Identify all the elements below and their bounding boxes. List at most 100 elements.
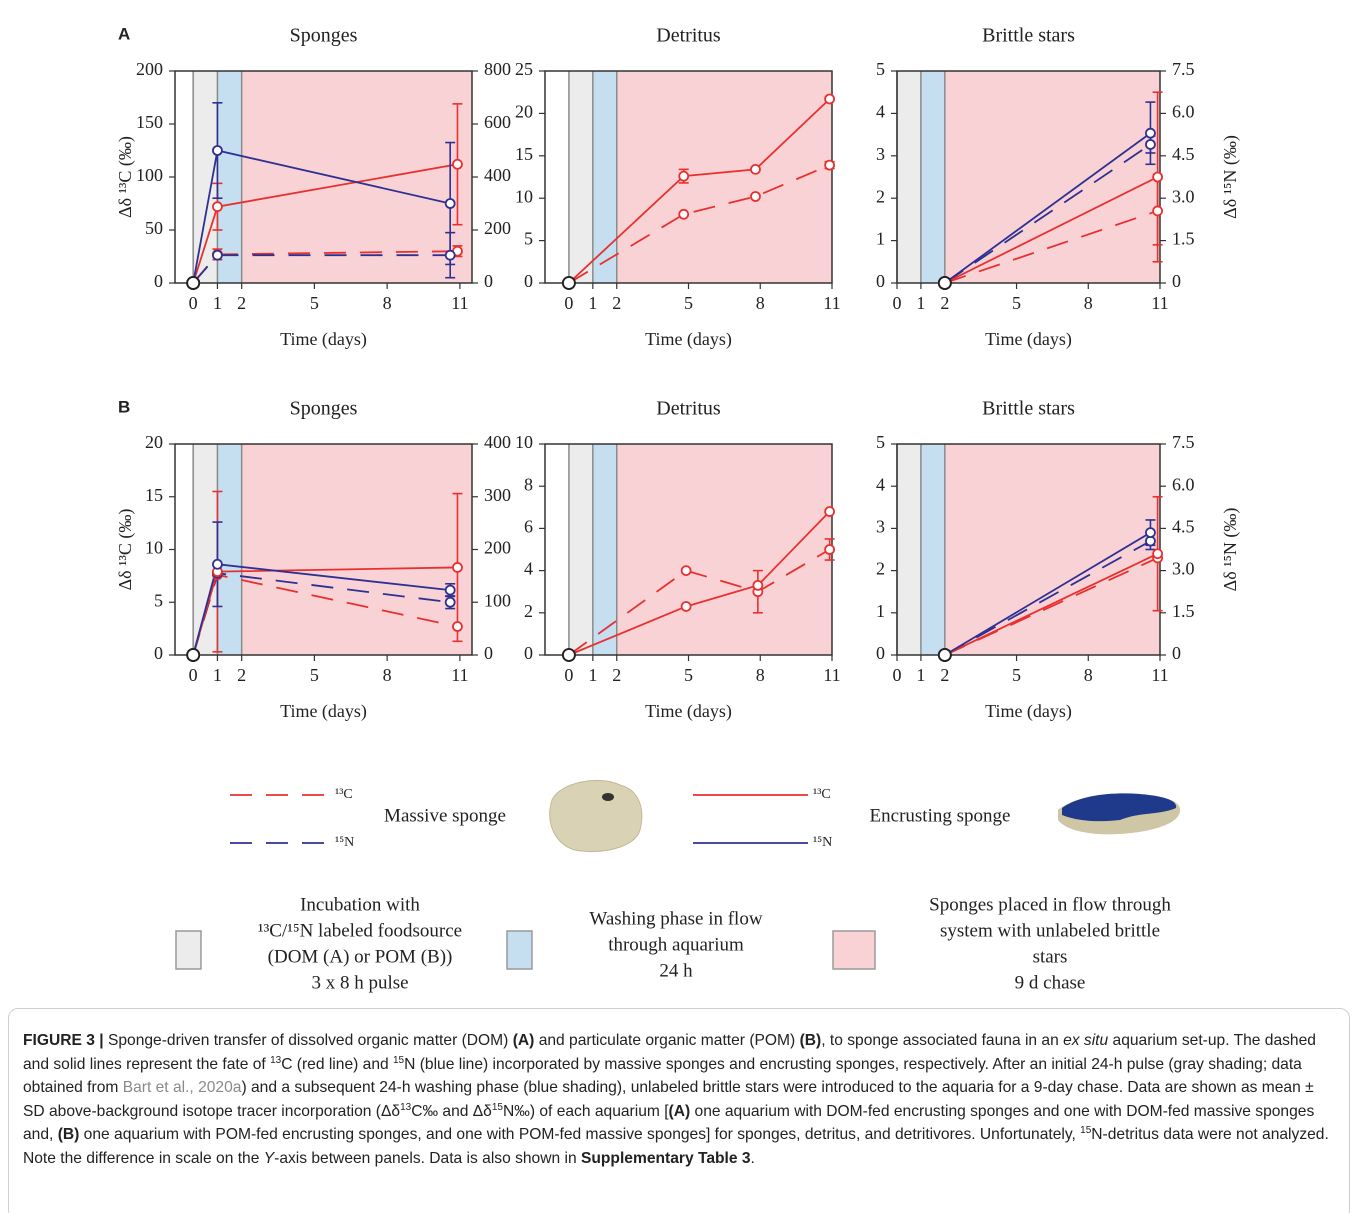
y-tick-label: 5 — [154, 590, 163, 610]
caption-segment: (A) — [668, 1102, 691, 1120]
y2-tick-label: 300 — [484, 485, 511, 505]
caption-segment: 13 — [400, 1101, 412, 1113]
x-tick-label: 0 — [564, 293, 573, 313]
y-tick-label: 1 — [876, 229, 885, 249]
x-tick-label: 0 — [564, 665, 573, 685]
y-tick-label: 10 — [515, 432, 533, 452]
phase-shading — [592, 444, 617, 655]
y2-tick-label: 400 — [484, 165, 511, 185]
legend-group-label: Massive sponge — [384, 805, 506, 826]
phase-legend-swatch — [175, 930, 202, 970]
data-point — [212, 145, 223, 156]
y2-tick-label: 0 — [484, 643, 493, 663]
x-tick-label: 2 — [237, 665, 246, 685]
y-axis-label: Δδ ¹³C (‰) — [115, 136, 136, 218]
caption-segment: ex situ — [1063, 1032, 1109, 1049]
data-point — [1152, 548, 1164, 560]
y2-tick-label: 800 — [484, 59, 511, 79]
phase-shading — [616, 444, 832, 655]
y-tick-label: 0 — [876, 271, 885, 291]
x-tick-label: 8 — [756, 293, 765, 313]
y-tick-label: 100 — [136, 165, 163, 185]
caption-segment: . — [750, 1149, 755, 1167]
encrusting-sponge-icon — [1062, 793, 1177, 822]
caption-segment[interactable]: Bart et al., 2020a — [122, 1079, 242, 1097]
y-tick-label: 5 — [876, 432, 885, 452]
x-tick-label: 8 — [1084, 293, 1093, 313]
data-point — [1145, 527, 1156, 539]
y2-tick-label: 7.5 — [1172, 432, 1195, 452]
series-line — [568, 98, 831, 284]
y-tick-label: 10 — [515, 186, 533, 206]
y-tick-label: 6 — [524, 517, 533, 537]
phase-shading — [193, 444, 218, 655]
phase-legend-text: stars — [1033, 946, 1068, 967]
chart-title: Detritus — [656, 25, 721, 47]
y-tick-label: 0 — [524, 643, 533, 663]
y2-tick-label: 0 — [1172, 643, 1181, 663]
y-tick-label: 20 — [515, 102, 533, 122]
x-tick-label: 0 — [893, 293, 902, 313]
caption-segment: (A) — [512, 1032, 535, 1049]
caption-segment: 15 — [393, 1054, 405, 1066]
phase-legend-text: system with unlabeled brittle — [940, 920, 1160, 941]
y-tick-label: 4 — [876, 102, 885, 122]
caption-segment: C‰ and Δδ — [411, 1102, 492, 1120]
phase-shading — [241, 444, 472, 655]
chart-title: Brittle stars — [982, 25, 1075, 47]
x-tick-label: 2 — [612, 665, 621, 685]
data-point — [212, 249, 223, 261]
massive-sponge-osculum — [602, 793, 614, 801]
data-point — [1152, 171, 1164, 183]
y2-tick-label: 0 — [484, 271, 493, 291]
data-point — [680, 601, 692, 612]
x-tick-label: 2 — [940, 293, 949, 313]
legend-entry: ¹⁵N — [335, 835, 354, 850]
y2-tick-label: 4.5 — [1172, 517, 1195, 537]
series-line — [944, 176, 1159, 284]
series-line — [944, 540, 1151, 656]
phase-shading — [897, 71, 921, 283]
x-tick-label: 11 — [1151, 665, 1168, 685]
y-tick-label: 2 — [524, 601, 533, 621]
phase-legend-swatch — [832, 930, 876, 970]
x-tick-label: 1 — [916, 665, 925, 685]
data-point — [824, 506, 836, 517]
sponge-illustrations — [549, 779, 1181, 853]
y-tick-label: 10 — [145, 538, 163, 558]
y2-tick-label: 6.0 — [1172, 474, 1195, 494]
x-tick-label: 0 — [893, 665, 902, 685]
data-point — [444, 198, 456, 209]
phase-shading — [920, 71, 945, 283]
caption-segment: C (red line) and — [281, 1055, 393, 1073]
phase-legend-text: 9 d chase — [1015, 972, 1086, 993]
x-tick-label: 2 — [940, 665, 949, 685]
y-tick-label: 150 — [136, 112, 163, 132]
x-tick-label: 1 — [588, 665, 597, 685]
caption-segment: one aquarium with DOM-fed encrusting spo… — [23, 1102, 1315, 1144]
data-point — [937, 276, 952, 290]
caption-segment: FIGURE 3 | — [23, 1032, 108, 1049]
y2-tick-label: 1.5 — [1172, 601, 1195, 621]
data-point — [452, 562, 463, 573]
data-point — [212, 201, 223, 213]
chart-title: Detritus — [656, 398, 721, 420]
y-tick-label: 20 — [145, 432, 163, 452]
y2-tick-label: 3.0 — [1172, 559, 1195, 579]
caption-segment: -axis between panels. Data is also shown… — [274, 1149, 581, 1167]
legend-group-label: Encrusting sponge — [870, 805, 1011, 826]
panel-label: A — [118, 24, 130, 43]
y2-tick-label: 600 — [484, 112, 511, 132]
data-point — [824, 159, 836, 171]
series-line — [944, 210, 1158, 284]
y-tick-label: 4 — [524, 559, 533, 579]
data-point — [562, 276, 576, 290]
y-tick-label: 3 — [876, 517, 885, 537]
legend-entry: ¹³C — [813, 787, 831, 802]
data-point — [1152, 205, 1164, 217]
y-tick-label: 5 — [876, 59, 885, 79]
series-line — [944, 531, 1151, 656]
massive-sponge-icon — [549, 779, 643, 853]
